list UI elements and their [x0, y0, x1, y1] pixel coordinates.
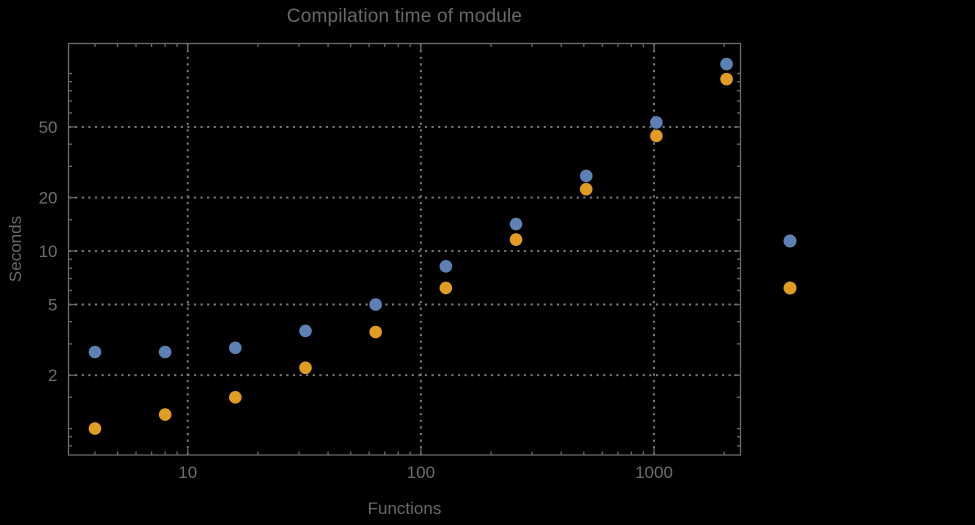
x-tick-label: 100: [407, 463, 435, 482]
data-point-series-blue: [229, 341, 242, 355]
data-point-series-orange: [158, 408, 172, 421]
data-point-series-blue: [650, 116, 663, 129]
plot-title: Compilation time of module: [286, 6, 523, 27]
data-point-series-orange: [579, 182, 593, 196]
y-axis-label: Seconds: [6, 215, 25, 283]
data-point-series-blue: [158, 345, 172, 359]
data-point-series-orange: [439, 281, 453, 295]
data-point-series-blue: [88, 345, 102, 359]
data-point-series-orange: [229, 391, 242, 404]
legend-marker-legend-series-blue: [783, 234, 797, 248]
data-point-series-blue: [509, 217, 523, 231]
data-point-series-orange: [299, 361, 312, 375]
data-point-series-blue: [439, 260, 453, 273]
x-tick-label: 1000: [635, 463, 673, 482]
y-tick-label: 10: [39, 242, 58, 261]
plot-frame: [67, 42, 742, 456]
data-point-series-blue: [579, 169, 593, 183]
data-point-series-orange: [509, 233, 523, 246]
y-tick-label: 2: [48, 366, 57, 385]
data-point-series-orange: [650, 129, 663, 143]
legend-marker-legend-series-orange: [783, 281, 797, 295]
data-point-series-orange: [369, 325, 382, 339]
data-point-series-blue: [720, 57, 733, 71]
data-point-series-orange: [88, 422, 102, 435]
x-tick-label: 10: [178, 463, 197, 482]
y-tick-label: 5: [48, 295, 57, 314]
data-point-series-blue: [299, 324, 312, 338]
data-point-series-orange: [720, 72, 733, 86]
x-axis-label: Functions: [367, 499, 442, 518]
data-point-series-blue: [369, 298, 382, 311]
y-tick-label: 50: [39, 118, 58, 137]
y-tick-label: 20: [39, 189, 58, 208]
